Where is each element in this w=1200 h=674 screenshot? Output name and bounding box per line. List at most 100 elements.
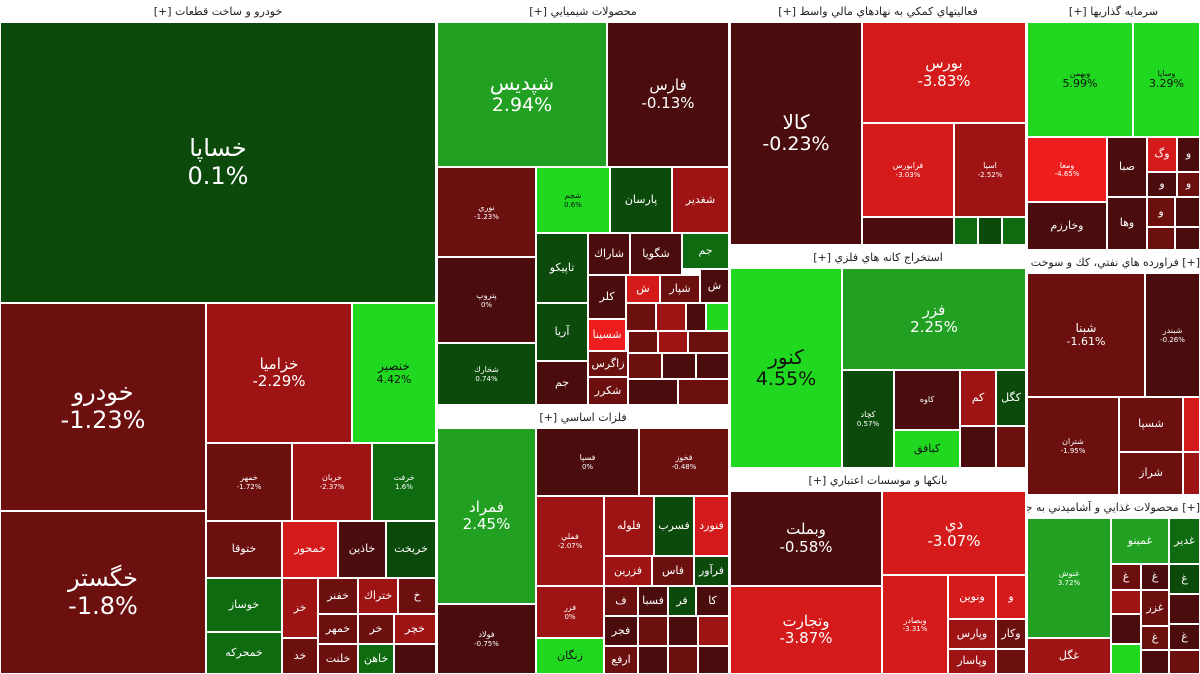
tile-shepdis[interactable]: شپديس 2.94% <box>437 22 607 167</box>
tile-vnovin[interactable]: ونوين <box>948 575 996 619</box>
tile-ghazar[interactable]: غزر <box>1141 590 1169 626</box>
tile-khchr[interactable]: خچر <box>394 614 436 644</box>
tile-kheryan[interactable]: خريان -2.37% <box>292 443 372 521</box>
tile-kmes[interactable]: كاوه <box>894 370 960 430</box>
tile-metal-s3[interactable] <box>698 616 729 646</box>
tile-shsina[interactable]: شسينا <box>588 319 626 351</box>
tile-shjam[interactable]: شجم 0.6% <box>536 167 610 233</box>
tile-chem-s6[interactable] <box>658 331 688 353</box>
tile-vtejarat[interactable]: وتجارت -3.87% <box>730 586 882 674</box>
tile-chem-s9[interactable] <box>662 353 696 379</box>
tile-vmay[interactable]: ومعا -4.65% <box>1027 137 1107 202</box>
tile-fzar[interactable]: فزر 0% <box>536 586 604 638</box>
tile-khesapa[interactable]: خساپا 0.1% <box>0 22 436 303</box>
tile-kabafaq[interactable]: كبافق <box>894 430 960 468</box>
tile-fjar[interactable]: فجر <box>604 616 638 646</box>
tile-shiraz[interactable]: شراز <box>1119 452 1183 495</box>
tile-vbahman[interactable]: وبهمن 5.99% <box>1027 22 1133 137</box>
tile-asm[interactable]: اسيا -2.52% <box>954 123 1026 217</box>
tile-femli[interactable]: فملي -2.07% <box>536 496 604 586</box>
tile-chem-s8[interactable] <box>628 353 662 379</box>
tile-food-s1[interactable] <box>1111 590 1141 614</box>
tile-khensir[interactable]: خنصير 4.42% <box>352 303 436 443</box>
tile-di[interactable]: دي -3.07% <box>882 491 1026 575</box>
sector-oil-title[interactable]: [+] فراورده هاي نفتي، كك و سوخت هسته اي <box>1027 251 1200 274</box>
tile-khemehvar[interactable]: خمحور <box>282 521 338 578</box>
tile-ghemino[interactable]: غمينو <box>1111 518 1169 564</box>
tile-kheryekht[interactable]: خريخت <box>386 521 436 578</box>
tile-shkh[interactable]: شخارك 0.74% <box>437 343 536 405</box>
tile-fnourd[interactable]: فنورد <box>694 496 729 556</box>
sector-invest-title[interactable]: سرمايه گذاريها [+] <box>1027 0 1200 23</box>
tile-khetrak[interactable]: ختراك <box>358 578 398 614</box>
tile-fzarin[interactable]: فزرين <box>604 556 652 586</box>
tile-femerad[interactable]: فمراد 2.45% <box>437 428 536 604</box>
tile-vpasar[interactable]: وپاسار <box>948 649 996 674</box>
tile-shtran[interactable]: شتران -1.95% <box>1027 397 1119 495</box>
tile-gh3[interactable]: غ <box>1169 564 1200 594</box>
tile-kheltot[interactable]: خلنت <box>318 644 358 674</box>
tile-vpars[interactable]: وپارس <box>948 619 996 649</box>
tile-vbemellat[interactable]: وبملت -0.58% <box>730 491 882 586</box>
tile-chem-s5[interactable] <box>628 331 658 353</box>
tile-vasaya[interactable]: وساپا 3.29% <box>1133 22 1200 137</box>
sector-fin-title[interactable]: فعاليتهاي كمكي به نهادهاي مالي واسط [+] <box>730 0 1026 23</box>
tile-khezamia[interactable]: خزاميا -2.29% <box>206 303 352 443</box>
tile-chem-s4[interactable] <box>706 303 729 331</box>
tile-ghgol[interactable]: غگل <box>1027 638 1111 674</box>
tile-khefanar[interactable]: خفنر <box>318 578 358 614</box>
sector-chem-title[interactable]: محصولات شيميايي [+] <box>437 0 729 23</box>
tile-khomehr[interactable]: خمهر -1.72% <box>206 443 292 521</box>
tile-fsepaha[interactable]: فسپا 0% <box>536 428 639 496</box>
tile-fsaba[interactable]: فسبا <box>638 586 668 616</box>
tile-food-s5[interactable] <box>1141 650 1169 674</box>
tile-vkh[interactable]: وكار <box>996 619 1026 649</box>
tile-parsan[interactable]: پارسان <box>610 167 672 233</box>
tile-khetoqa[interactable]: ختوقا <box>206 521 282 578</box>
tile-metal-s6[interactable] <box>698 646 729 674</box>
tile-foulad[interactable]: فولاد -0.75% <box>437 604 536 674</box>
tile-mining-s1[interactable] <box>960 426 996 468</box>
tile-ghenoosh[interactable]: غنوش 3.72% <box>1027 518 1111 638</box>
tile-khr[interactable]: خر <box>358 614 394 644</box>
tile-faravar[interactable]: فرآور <box>694 556 729 586</box>
tile-bourse[interactable]: بورس -3.83% <box>862 22 1026 123</box>
tile-shl[interactable]: ش <box>626 275 660 303</box>
tile-chem-s2[interactable] <box>656 303 686 331</box>
sector-auto-title[interactable]: خودرو و ساخت قطعات [+] <box>0 0 436 23</box>
tile-v4[interactable]: و <box>1177 172 1200 197</box>
tile-jam2[interactable]: جم <box>536 361 588 405</box>
tile-vha[interactable]: وها <box>1107 197 1147 250</box>
tile-vsader[interactable]: وبصادر -3.31% <box>882 575 948 674</box>
tile-khahen[interactable]: خاهن <box>358 644 394 674</box>
tile-oil-s1[interactable] <box>1183 397 1200 452</box>
tile-shebna[interactable]: شبنا -1.61% <box>1027 273 1145 397</box>
tile-khosaz[interactable]: خوساز <box>206 578 282 632</box>
tile-saba[interactable]: صبا <box>1107 137 1147 197</box>
tile-gh5[interactable]: غ <box>1169 624 1200 650</box>
tile-zangan[interactable]: زنگان <box>536 638 604 674</box>
tile-sheghdir[interactable]: شغدير <box>672 167 729 233</box>
tile-invest-s3[interactable] <box>1175 227 1200 250</box>
sector-bank-title[interactable]: بانكها و موسسات اعتباري [+] <box>730 469 1026 492</box>
tile-khazin[interactable]: خاذين <box>338 521 386 578</box>
tile-fkhoz[interactable]: فخوز -0.48% <box>639 428 729 496</box>
tile-fas[interactable]: فاس <box>652 556 694 586</box>
tile-chem-s1[interactable] <box>626 303 656 331</box>
tile-food-s6[interactable] <box>1169 650 1200 674</box>
tile-zagros[interactable]: زاگرس <box>588 351 628 377</box>
tile-shebandar[interactable]: شبندر -0.26% <box>1145 273 1200 397</box>
tile-khemrakhe[interactable]: خمحركه <box>206 632 282 674</box>
tile-kgol[interactable]: كگل <box>996 370 1026 426</box>
tile-metal-s1[interactable] <box>638 616 668 646</box>
tile-invest-s1[interactable] <box>1175 197 1200 227</box>
tile-v2[interactable]: و <box>1177 137 1200 172</box>
tile-kheaux1[interactable]: خ <box>398 578 436 614</box>
tile-vay[interactable]: و <box>996 575 1026 619</box>
tile-fin-s2[interactable] <box>954 217 978 245</box>
tile-invest-s2[interactable] <box>1147 227 1175 250</box>
tile-kala2[interactable]: كلر <box>588 275 626 319</box>
tile-mining-s2[interactable] <box>996 426 1026 468</box>
sector-mining-title[interactable]: استخراج كانه هاي فلزي [+] <box>730 246 1026 269</box>
tile-flole[interactable]: فلوله <box>604 496 654 556</box>
